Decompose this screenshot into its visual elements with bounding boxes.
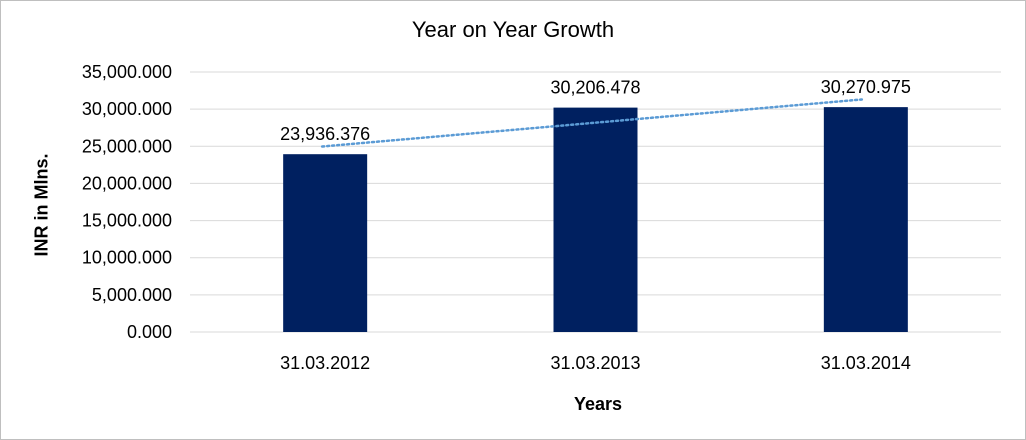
y-tick-label: 35,000.000 [82,62,172,82]
y-tick-label: 25,000.000 [82,136,172,156]
data-label: 30,270.975 [821,77,911,97]
data-label: 30,206.478 [550,78,640,98]
x-tick-label: 31.03.2013 [550,353,640,373]
trendline [320,98,864,148]
x-tick-label: 31.03.2014 [821,353,911,373]
x-tick-label: 31.03.2012 [280,353,370,373]
y-axis-ticks: 0.000 5,000.000 10,000.000 15,000.000 20,000… [82,62,172,342]
bar [553,107,638,332]
y-tick-label: 0.000 [127,322,172,342]
chart-title: Year on Year Growth [411,17,615,42]
y-tick-label: 10,000.000 [82,248,172,268]
y-tick-label: 20,000.000 [82,173,172,193]
trendline-path [320,98,864,148]
bar [823,107,908,332]
y-tick-label: 5,000.000 [92,285,172,305]
y-tick-label: 15,000.000 [82,211,172,231]
data-label: 23,936.376 [280,124,370,144]
bars [283,107,908,332]
x-axis-ticks: 31.03.2012 31.03.2013 31.03.2014 [280,353,911,373]
y-tick-label: 30,000.000 [82,99,172,119]
data-labels: 23,936.376 30,206.478 30,270.975 [280,77,911,144]
bar [283,154,368,332]
x-axis-label: Years [573,394,623,414]
